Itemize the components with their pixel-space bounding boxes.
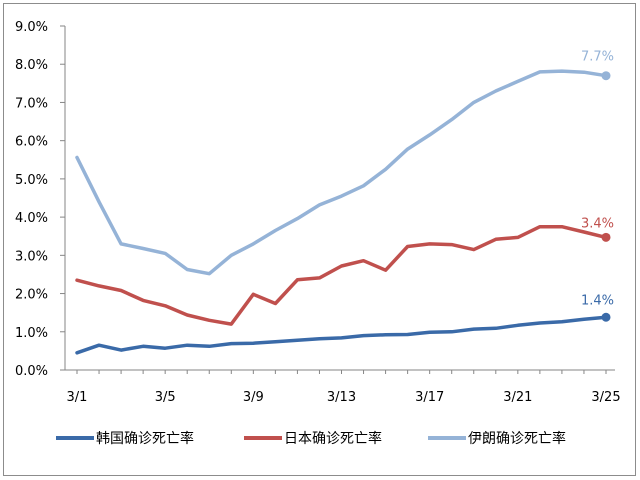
legend: 韩国确诊死亡率 日本确诊死亡率 伊朗确诊死亡率 [56,430,566,447]
y-tick-label: 3.0% [15,249,48,264]
series-2: 7.7% [75,50,614,276]
x-tick-label: 3/13 [327,390,356,405]
series-0: 1.4% [75,293,614,355]
legend-item-2: 伊朗确诊死亡率 [428,430,566,447]
series-end-marker [601,232,611,242]
y-tick-label: 1.0% [15,326,48,341]
series-end-label: 1.4% [581,293,614,308]
series-layer: 7.7% 3.4% 1.4% [75,50,614,355]
y-tick-label: 8.0% [15,58,48,73]
series-line [75,224,608,326]
legend-label: 韩国确诊死亡率 [96,430,194,447]
x-tick-label: 3/1 [67,390,88,405]
x-axis: 3/1 3/5 3/9 3/13 3/17 3/21 3/25 [65,369,621,405]
legend-item-1: 日本确诊死亡率 [244,430,382,447]
series-end-marker [601,312,611,322]
series-end-marker [601,71,611,81]
x-tick-label: 3/5 [155,390,176,405]
series-line [75,69,608,276]
series-end-label: 7.7% [581,50,614,65]
x-tick-label: 3/25 [591,390,620,405]
legend-label: 日本确诊死亡率 [284,430,382,447]
series-1: 3.4% [75,216,614,326]
series-line [75,315,608,355]
x-tick-label: 3/21 [503,390,532,405]
series-end-label: 3.4% [581,216,614,231]
x-tick-label: 3/9 [243,390,264,405]
y-tick-label: 6.0% [15,135,48,150]
y-tick-label: 9.0% [15,20,48,35]
y-tick-label: 7.0% [15,96,48,111]
chart-frame [3,3,636,476]
y-tick-label: 5.0% [15,173,48,188]
x-tick-label: 3/17 [415,390,444,405]
legend-label: 伊朗确诊死亡率 [468,430,566,447]
y-tick-label: 0.0% [15,364,48,379]
y-axis: 0.0% 1.0% 2.0% 3.0% 4.0% 5.0% 6.0% 7.0% 8.0% 9.0% [15,20,66,379]
legend-item-0: 韩国确诊死亡率 [56,430,194,447]
y-tick-label: 4.0% [15,211,48,226]
y-tick-label: 2.0% [15,288,48,303]
